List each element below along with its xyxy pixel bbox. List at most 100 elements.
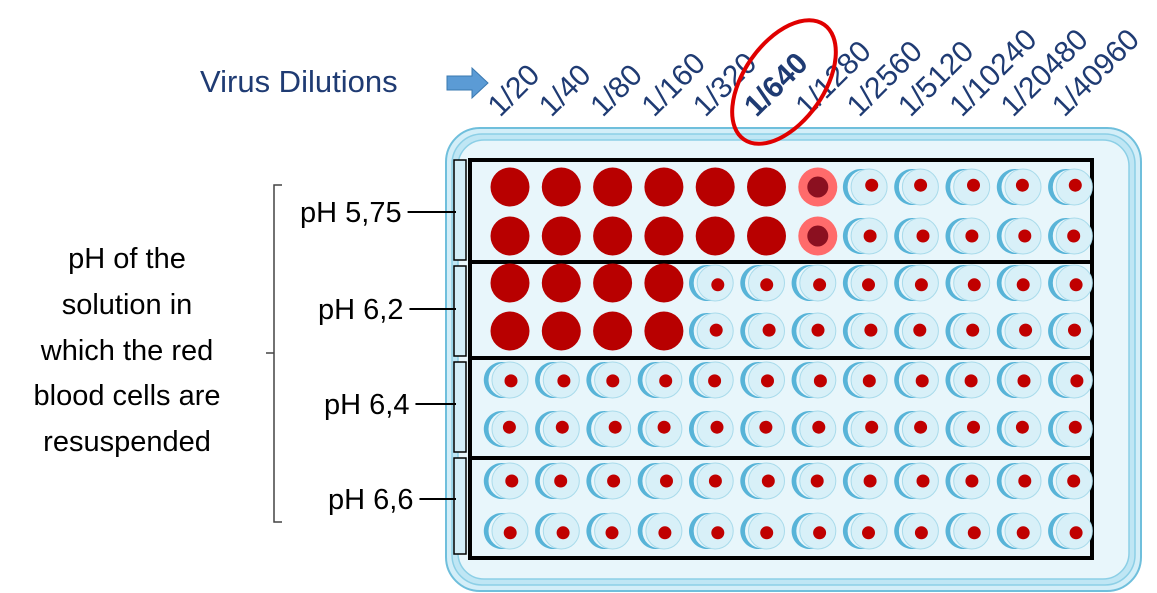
well-button — [535, 462, 580, 500]
well-button — [688, 312, 734, 350]
well-button — [894, 462, 939, 500]
well-full — [593, 167, 633, 207]
side-label-line: pH of the — [68, 243, 186, 275]
well-button — [1048, 410, 1093, 448]
well-button — [637, 462, 683, 500]
well-full — [490, 311, 530, 351]
well-button — [945, 168, 991, 206]
well-button — [791, 361, 837, 399]
well-button — [996, 361, 1042, 399]
virus-dilutions-title: Virus Dilutions — [200, 64, 398, 99]
well-button — [894, 512, 939, 550]
well-button — [945, 264, 991, 302]
well-full — [490, 167, 530, 207]
side-bracket — [266, 184, 282, 523]
well-button — [637, 512, 683, 550]
well-button — [740, 361, 785, 399]
well-button — [535, 410, 580, 448]
well-button — [740, 410, 785, 448]
well-button — [688, 462, 734, 500]
well-button — [688, 410, 734, 448]
well-button — [894, 217, 939, 255]
well-button — [535, 512, 580, 550]
well-button — [894, 264, 939, 302]
highlight-ellipse — [730, 18, 838, 146]
wells-layer — [483, 167, 1093, 550]
ph-label: pH 6,4 — [324, 389, 409, 421]
well-button — [945, 410, 991, 448]
well-button — [637, 410, 683, 448]
dilution-label: 1/80 — [584, 58, 649, 123]
well-full — [490, 263, 530, 303]
well-button — [1048, 168, 1093, 206]
side-label-line: solution in — [62, 289, 193, 321]
well-button — [842, 361, 888, 399]
well-button — [842, 264, 888, 302]
well-full — [541, 167, 581, 207]
well-button — [791, 264, 837, 302]
well-full — [644, 216, 684, 256]
well-button — [842, 512, 888, 550]
well-button — [740, 462, 785, 500]
well-button — [586, 462, 632, 500]
right-arrow-icon — [446, 66, 489, 100]
well-button — [996, 168, 1042, 206]
well-button — [791, 462, 837, 500]
well-button — [1048, 264, 1093, 302]
well-button — [535, 361, 580, 399]
dilution-label: 1/20 — [482, 58, 547, 123]
well-button — [945, 512, 991, 550]
well-button — [842, 168, 888, 206]
well-button — [945, 217, 991, 255]
dilution-label: 1/40 — [533, 58, 598, 123]
well-button — [894, 312, 939, 350]
well-button — [1048, 312, 1093, 350]
well-button — [740, 264, 785, 302]
well-button — [996, 410, 1042, 448]
well-button — [637, 361, 683, 399]
well-full — [541, 311, 581, 351]
well-button — [996, 217, 1042, 255]
well-button — [945, 462, 991, 500]
well-button — [740, 512, 785, 550]
well-button — [483, 361, 529, 399]
well-button — [1048, 512, 1093, 550]
well-button — [791, 410, 837, 448]
well-button — [688, 512, 734, 550]
well-button — [1048, 462, 1093, 500]
well-button — [483, 410, 529, 448]
well-button — [586, 410, 632, 448]
ph-label: pH 6,2 — [318, 294, 403, 326]
well-button — [842, 410, 888, 448]
well-full — [593, 311, 633, 351]
well-button — [688, 361, 734, 399]
well-full — [541, 263, 581, 303]
well-button — [894, 361, 939, 399]
well-button — [996, 512, 1042, 550]
well-button — [945, 361, 991, 399]
well-button — [996, 462, 1042, 500]
well-full — [747, 167, 786, 207]
well-button — [1048, 361, 1093, 399]
ph-labels: pH 5,75 pH 6,2 pH 6,4 pH 6,6 — [300, 197, 456, 516]
well-full — [593, 263, 633, 303]
well-button — [688, 264, 734, 302]
well-button — [740, 312, 785, 350]
well-full — [695, 216, 735, 256]
well-partial — [798, 167, 838, 207]
side-label-line: blood cells are — [34, 380, 221, 412]
well-full — [593, 216, 633, 256]
side-label-line: resuspended — [43, 426, 211, 458]
well-full — [695, 167, 735, 207]
well-button — [842, 217, 888, 255]
well-full — [644, 311, 684, 351]
well-full — [747, 216, 786, 256]
well-full — [541, 216, 581, 256]
well-button — [791, 312, 837, 350]
well-button — [894, 168, 939, 206]
ph-label: pH 6,6 — [328, 484, 413, 516]
well-button — [842, 312, 888, 350]
well-button — [996, 264, 1042, 302]
well-button — [586, 361, 632, 399]
